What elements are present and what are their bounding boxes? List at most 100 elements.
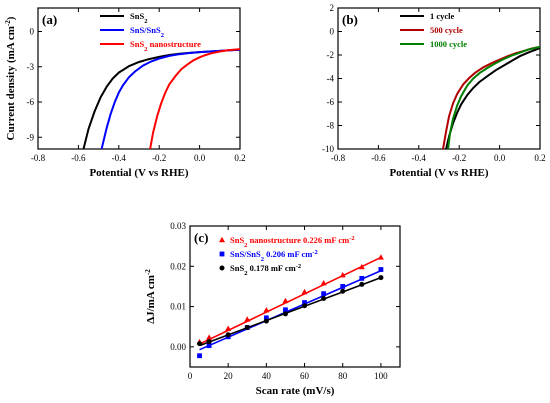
x-tick-label: 40 [262, 371, 272, 381]
y-tick-label: -6 [27, 97, 35, 107]
data-point-circle [302, 303, 308, 309]
x-tick-label: -0.8 [31, 153, 46, 163]
text-span: 0.206 mF cm [264, 249, 312, 259]
series-line-1 [100, 48, 240, 149]
x-axis-label: Scan rate (mV/s) [256, 385, 335, 397]
data-point-circle [359, 281, 365, 287]
data-point-triangle [358, 263, 365, 270]
y-tick-label: 0.01 [170, 302, 186, 312]
legend-entry: SnS2 0.178 mF cm-2 [230, 263, 301, 277]
text-span: -2 [312, 249, 317, 256]
x-tick-label: 60 [300, 371, 310, 381]
text-span: Current density (mA cm [5, 26, 17, 140]
y-tick-label: 0 [30, 27, 35, 37]
series-line-1 [442, 45, 540, 149]
panel-label: (b) [342, 12, 358, 27]
text-span: ΔJ/mA cm [145, 275, 157, 324]
y-tick-label: 0.00 [170, 342, 186, 352]
text-span: 500 cycle [430, 25, 463, 35]
x-tick-label: 100 [374, 371, 388, 381]
x-tick-label: -0.4 [112, 153, 127, 163]
text-span: SnS [130, 39, 144, 49]
legend-entry: 500 cycle [430, 25, 463, 35]
text-span: -2 [296, 263, 301, 270]
x-tick-label: -0.2 [452, 153, 466, 163]
data-point-triangle [244, 316, 251, 322]
text-span: 0.178 mF cm [247, 263, 295, 273]
y-tick-label: -9 [27, 132, 35, 142]
legend-marker [219, 265, 225, 271]
chart-panel-2: 0 20 40 60 80 100 0.00 0.01 0.02 0.03 Scan rate (m… [144, 221, 401, 397]
series-line-2 [447, 45, 540, 149]
data-point-circle [321, 296, 327, 302]
text-span: SnS [130, 11, 144, 21]
data-point-square [340, 284, 346, 289]
y-axis-label: ΔJ/mA cm-2 [144, 269, 157, 324]
x-tick-label: -0.4 [412, 153, 427, 163]
panel-label: (c) [194, 230, 208, 245]
legend-marker [219, 251, 225, 257]
data-point-circle [225, 332, 231, 338]
y-tick-label: -3 [27, 62, 35, 72]
plot-frame [189, 225, 401, 368]
y-tick-label: -10 [322, 144, 334, 154]
text-span: 2 [144, 18, 147, 25]
panel-label: (a) [42, 12, 57, 27]
data-point-triangle [339, 271, 346, 278]
x-tick-label: -0.2 [152, 153, 166, 163]
data-point-circle [263, 318, 269, 324]
legend-entry: SnS2 nanostructure [130, 39, 201, 53]
legend-entry: SnS/SnS2 0.206 mF cm-2 [230, 249, 318, 263]
text-span: 2 [261, 256, 264, 263]
series-line-0 [445, 47, 540, 149]
data-point-square [359, 275, 365, 281]
text-span: 2 [144, 46, 147, 53]
data-point-square [263, 315, 269, 321]
text-span: 1000 cycle [430, 39, 467, 49]
data-point-circle [282, 311, 288, 317]
text-span: -2 [144, 269, 152, 275]
y-tick-label: 2 [330, 3, 335, 13]
text-span: 2 [244, 270, 247, 277]
plot-frame [37, 7, 241, 150]
text-span: SnS [230, 235, 244, 245]
text-span: 2 [244, 242, 247, 249]
x-tick-label: 20 [224, 371, 234, 381]
data-point-triangle [206, 334, 213, 340]
chart-panel-1: -0.8 -0.6 -0.4 -0.2 0.0 0.2 -10 -8 -6 -4 -2 0 2 Poten… [322, 3, 546, 179]
x-axis-label: Potential (V vs RHE) [389, 167, 488, 179]
data-point-square [378, 267, 384, 272]
text-span: nanostructure [147, 39, 201, 49]
data-point-triangle [301, 288, 308, 295]
x-tick-label: -0.8 [331, 153, 346, 163]
text-span: -2 [4, 20, 12, 26]
y-tick-label: -2 [327, 50, 335, 60]
x-tick-label: -0.6 [71, 153, 86, 163]
y-tick-label: -4 [327, 74, 335, 84]
x-tick-label: 80 [338, 371, 348, 381]
data-point-circle [378, 275, 384, 281]
data-point-triangle [282, 297, 289, 304]
y-tick-label: -6 [327, 97, 335, 107]
text-span: -2 [349, 235, 354, 242]
data-point-circle [197, 341, 203, 347]
data-point-square [283, 307, 288, 313]
text-span: ) [5, 16, 17, 20]
x-tick-label: -0.6 [371, 153, 386, 163]
text-span: SnS [230, 263, 244, 273]
x-tick-label: 0.2 [234, 153, 245, 163]
data-point-square [197, 353, 202, 359]
text-span: nanostructure 0.226 mF cm [247, 235, 349, 245]
legend-entry: SnS2 [130, 11, 147, 25]
data-point-square [321, 291, 327, 297]
data-point-square [302, 300, 307, 305]
data-point-square [206, 343, 212, 349]
x-tick-label: 0.0 [194, 153, 206, 163]
x-tick-label: 0.0 [494, 153, 506, 163]
y-tick-label: 0 [330, 27, 335, 37]
text-span: SnS/SnS [230, 249, 261, 259]
data-point-triangle [225, 325, 232, 331]
data-point-circle [340, 288, 346, 294]
data-point-circle [244, 325, 250, 331]
